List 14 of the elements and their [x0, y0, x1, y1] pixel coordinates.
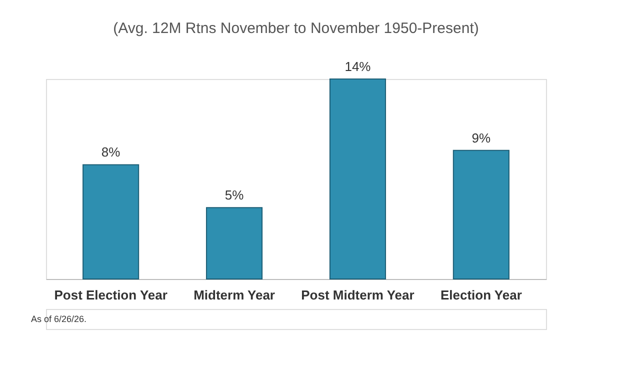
bar: [82, 164, 140, 280]
bar: [206, 207, 263, 280]
data-label: 14%: [344, 59, 372, 74]
data-label: 5%: [224, 188, 244, 203]
x-tick-label: Post Midterm Year: [301, 288, 414, 302]
data-label: 8%: [101, 144, 121, 160]
x-tick-label: Midterm Year: [194, 288, 275, 302]
bar: [329, 78, 386, 280]
text: As of 6/26/26.: [31, 314, 87, 324]
x-tick-label: Election Year: [440, 288, 522, 302]
data-label: 9%: [472, 130, 492, 146]
bar: [452, 150, 510, 280]
x-tick-label: Post Election Year: [54, 288, 168, 302]
chart-title: (Avg. 12M Rtns November to November 1950-Present): [113, 20, 479, 37]
